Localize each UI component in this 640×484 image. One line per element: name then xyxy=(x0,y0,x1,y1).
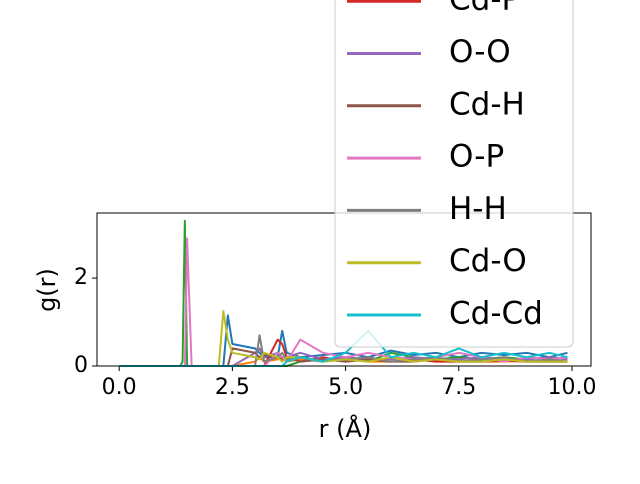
legend-label: Cd-P xyxy=(449,0,520,18)
series-line xyxy=(119,237,568,367)
x-tick-label: 2.5 xyxy=(215,375,250,400)
x-tick-label: 0.0 xyxy=(102,375,137,400)
x-tick-label: 5.0 xyxy=(328,375,363,400)
legend-label: O-O xyxy=(449,34,511,70)
legend-label: Cd-Cd xyxy=(449,296,543,332)
x-tick-label: 7.5 xyxy=(441,375,476,400)
x-axis-label: r (Å) xyxy=(319,414,372,443)
y-tick-label: 2 xyxy=(74,265,88,290)
legend: Cd-P O-O Cd-H O-P H-H Cd-O Cd-Cd xyxy=(334,0,574,348)
legend-label: O-P xyxy=(449,139,504,175)
y-tick-label: 0 xyxy=(74,353,88,378)
legend-label: Cd-O xyxy=(449,243,527,279)
legend-label: H-H xyxy=(449,191,507,227)
legend-box xyxy=(334,0,574,348)
legend-label: Cd-H xyxy=(449,86,525,122)
x-tick-label: 10.0 xyxy=(547,375,596,400)
y-axis-label: g(r) xyxy=(33,268,61,312)
